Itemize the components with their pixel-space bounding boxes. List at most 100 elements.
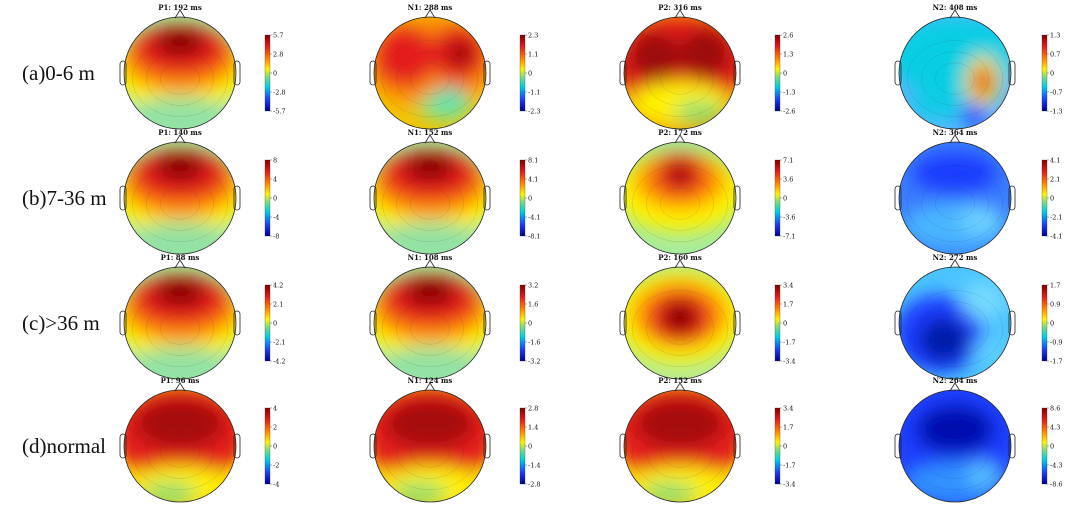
colorbar-tick-label: -4.2 [273, 357, 286, 365]
nose-outline [174, 9, 186, 19]
nose-outline [174, 259, 186, 269]
topoplot-panel: N1: 288 ms 2.3 1.1 0 -1.1 -2.3 [369, 3, 541, 130]
nose-outline [949, 9, 961, 19]
scalp-map [124, 267, 236, 379]
colorbar-tick-label: 2.1 [1050, 175, 1060, 183]
left-ear [119, 185, 127, 211]
colorbar [519, 159, 526, 237]
colorbar-tick-label: -8.1 [528, 232, 541, 240]
colorbar-tick-label: 1.1 [528, 50, 538, 58]
right-ear [233, 433, 241, 459]
colorbar-tick-label: 7.1 [783, 156, 793, 164]
scalp-map [624, 17, 736, 129]
colorbar-tick-label: 0 [783, 442, 787, 450]
colorbar-tick-label: 0 [273, 69, 277, 77]
colorbar-tick-label: 0 [273, 194, 277, 202]
head-outline [898, 389, 1012, 503]
colorbar-tick-label: 1.4 [528, 423, 538, 431]
left-ear [619, 433, 627, 459]
right-ear [1008, 433, 1016, 459]
colorbar-tick-label: -5.7 [273, 107, 286, 115]
right-ear [233, 310, 241, 336]
nose-outline [674, 9, 686, 19]
scalp-map [124, 17, 236, 129]
panel-title: N1: 108 ms [408, 253, 453, 262]
panel-title: N2: 264 ms [933, 376, 978, 385]
head-outline [898, 266, 1012, 380]
colorbar-tick-label: 0 [783, 319, 787, 327]
left-ear [119, 433, 127, 459]
nose-outline [424, 382, 436, 392]
left-ear [619, 185, 627, 211]
scalp-map [374, 17, 486, 129]
topoplot-panel: N2: 264 ms 8.6 4.3 0 -4.3 -8.6 [894, 376, 1063, 503]
head-outline [898, 16, 1012, 130]
colorbar-tick-label: -3.4 [783, 480, 796, 488]
panel-title: P1: 88 ms [161, 253, 200, 262]
colorbar-tick-label: -1.7 [783, 338, 796, 346]
nose-outline [949, 134, 961, 144]
colorbar-tick-label: 4 [273, 404, 277, 412]
nose-outline [174, 134, 186, 144]
colorbar-tick-label: -4.1 [1050, 232, 1063, 240]
colorbar-tick-label: -4.1 [528, 213, 541, 221]
colorbar-tick-label: -2.1 [1050, 213, 1063, 221]
colorbar-tick-label: 2 [273, 423, 277, 431]
right-ear [1008, 185, 1016, 211]
row-label: (b)7-36 m [22, 186, 107, 210]
colorbar-tick-label: 1.6 [528, 300, 538, 308]
colorbar-tick-label: -1.4 [528, 461, 541, 469]
left-ear [369, 60, 377, 86]
topoplot-panel: N2: 408 ms 1.3 0.7 0 -0.7 -1.3 [894, 3, 1063, 130]
nose-outline [424, 134, 436, 144]
colorbar [1041, 407, 1048, 485]
right-ear [483, 310, 491, 336]
colorbar-tick-label: -2.1 [273, 338, 286, 346]
head-outline [373, 389, 487, 503]
colorbar-tick-label: -2.3 [528, 107, 541, 115]
colorbar-tick-label: 4.3 [1050, 423, 1060, 431]
colorbar-tick-label: 4.2 [273, 281, 283, 289]
scalp-map [124, 390, 236, 502]
topoplot-panel: P1: 140 ms 8 4 0 -4 -8 [119, 128, 279, 255]
colorbar-tick-label: -7.1 [783, 232, 796, 240]
topoplot-panel: P2: 152 ms 3.4 1.7 0 -1.7 -3.4 [619, 376, 796, 503]
colorbar-tick-label: 3.2 [528, 281, 538, 289]
scalp-map [899, 142, 1011, 254]
head-outline [373, 16, 487, 130]
right-ear [1008, 60, 1016, 86]
colorbar-tick-label: -3.2 [528, 357, 541, 365]
topoplot-panel: N1: 152 ms 8.1 4.1 0 -4.1 -8.1 [369, 128, 541, 255]
nose-outline [424, 259, 436, 269]
left-ear [369, 310, 377, 336]
scalp-map [374, 142, 486, 254]
colorbar-tick-label: -2.6 [783, 107, 796, 115]
colorbar [519, 284, 526, 362]
colorbar-tick-label: 4.1 [528, 175, 538, 183]
colorbar-tick-label: -4.3 [1050, 461, 1063, 469]
colorbar-tick-label: -1.3 [1050, 107, 1063, 115]
left-ear [119, 310, 127, 336]
topoplot-panel: N1: 108 ms 3.2 1.6 0 -1.6 -3.2 [369, 253, 541, 380]
left-ear [894, 60, 902, 86]
colorbar [774, 159, 781, 237]
head-outline [623, 141, 737, 255]
colorbar-tick-label: -0.9 [1050, 338, 1063, 346]
colorbar-tick-label: 0 [273, 319, 277, 327]
nose-outline [949, 259, 961, 269]
colorbar [774, 34, 781, 112]
colorbar-tick-label: 3.4 [783, 281, 793, 289]
right-ear [733, 60, 741, 86]
colorbar-tick-label: 0 [1050, 69, 1054, 77]
right-ear [733, 433, 741, 459]
panel-title: N2: 272 ms [933, 253, 978, 262]
scalp-map [124, 142, 236, 254]
panel-title: P1: 192 ms [158, 3, 202, 12]
panel-title: P1: 140 ms [158, 128, 202, 137]
colorbar-tick-label: 0 [528, 194, 532, 202]
left-ear [119, 60, 127, 86]
colorbar [264, 159, 271, 237]
topoplot-panel: N1: 124 ms 2.8 1.4 0 -1.4 -2.8 [369, 376, 541, 503]
colorbar-tick-label: -3.4 [783, 357, 796, 365]
colorbar-tick-label: 2.1 [273, 300, 283, 308]
